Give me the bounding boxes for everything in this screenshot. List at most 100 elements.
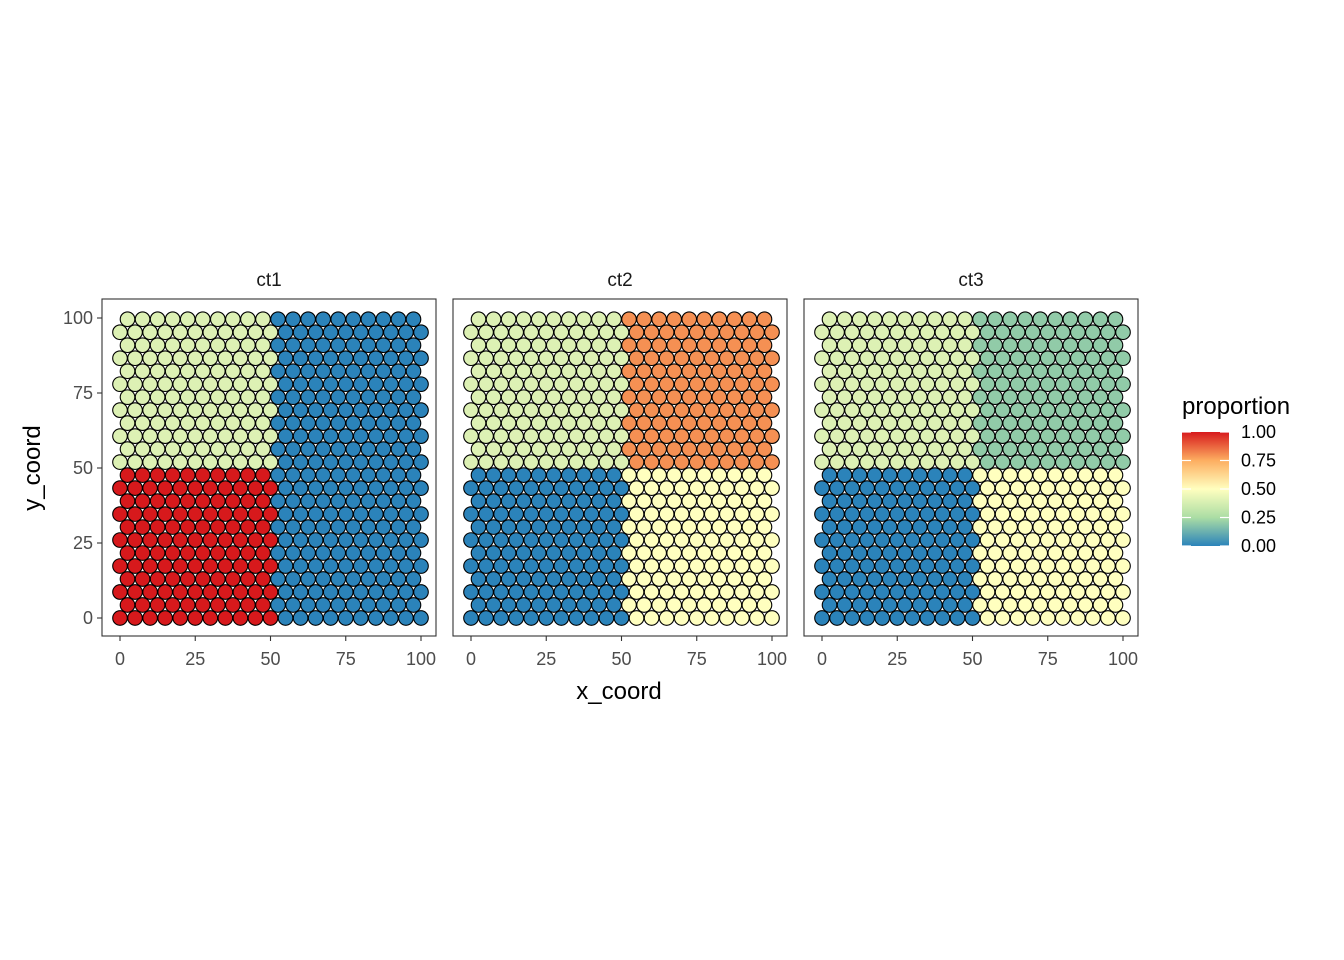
spot xyxy=(904,532,921,548)
spot xyxy=(576,597,592,613)
spot xyxy=(493,506,509,522)
spot xyxy=(1047,389,1064,406)
spot xyxy=(225,571,241,587)
spot xyxy=(911,363,928,380)
spot xyxy=(232,480,249,496)
spot xyxy=(352,402,369,419)
spot xyxy=(530,571,547,587)
spot xyxy=(134,441,151,457)
spot xyxy=(405,441,422,457)
spot xyxy=(127,480,143,496)
spot xyxy=(606,441,622,457)
spot xyxy=(142,506,158,522)
spot xyxy=(127,454,143,470)
spot xyxy=(398,428,414,444)
spot xyxy=(859,350,876,367)
spot xyxy=(889,428,906,444)
spot xyxy=(360,519,377,535)
spot xyxy=(881,311,898,328)
spot xyxy=(896,545,913,561)
spot xyxy=(493,324,509,341)
spot xyxy=(1100,428,1116,444)
spot xyxy=(149,597,166,613)
spot xyxy=(515,389,532,406)
spot xyxy=(315,337,332,354)
spot xyxy=(1069,558,1086,574)
spot xyxy=(493,610,509,626)
spot xyxy=(225,519,241,535)
spot xyxy=(1062,311,1079,328)
spot xyxy=(934,584,951,600)
spot xyxy=(300,597,316,613)
spot xyxy=(568,376,585,393)
spot xyxy=(972,571,988,587)
spot xyxy=(851,311,868,328)
spot xyxy=(1032,389,1049,406)
spot xyxy=(360,415,377,432)
spot xyxy=(485,519,502,535)
spot xyxy=(285,363,301,380)
spot xyxy=(606,545,622,561)
spot xyxy=(530,337,547,354)
spot xyxy=(764,610,780,626)
spot xyxy=(112,428,128,444)
spot xyxy=(911,415,928,432)
spot xyxy=(949,480,966,496)
spot xyxy=(530,363,547,380)
spot xyxy=(591,337,607,354)
spot xyxy=(285,389,301,406)
spot xyxy=(405,337,422,354)
spot xyxy=(994,584,1011,600)
spot xyxy=(262,506,279,522)
spot xyxy=(643,558,660,574)
spot xyxy=(874,428,891,444)
spot xyxy=(821,571,838,587)
spot xyxy=(1115,558,1131,574)
spot xyxy=(726,545,743,561)
spot xyxy=(756,493,773,509)
spot xyxy=(1100,350,1116,367)
spot xyxy=(949,428,966,444)
spot xyxy=(307,480,324,496)
spot xyxy=(202,350,219,367)
spot xyxy=(142,584,158,600)
spot xyxy=(1107,441,1124,457)
spot xyxy=(202,480,219,496)
spot xyxy=(515,467,532,483)
spot xyxy=(172,610,189,626)
spot xyxy=(651,493,667,509)
spot xyxy=(149,363,166,380)
spot xyxy=(300,415,316,432)
spot xyxy=(957,493,973,509)
spot xyxy=(919,324,936,341)
legend-label: 0.75 xyxy=(1241,451,1276,471)
spot xyxy=(134,363,151,380)
spot xyxy=(523,506,540,522)
spot xyxy=(500,493,517,509)
spot xyxy=(681,597,698,613)
spot xyxy=(413,402,429,419)
spot xyxy=(911,597,928,613)
spot xyxy=(666,493,683,509)
spot xyxy=(994,324,1011,341)
spot xyxy=(157,558,173,574)
spot xyxy=(187,454,204,470)
spot xyxy=(957,467,973,483)
spot xyxy=(987,389,1003,406)
spot xyxy=(337,506,354,522)
spot xyxy=(383,350,399,367)
spot xyxy=(330,467,347,483)
spot xyxy=(696,415,713,432)
spot xyxy=(658,610,675,626)
spot xyxy=(352,480,369,496)
spot xyxy=(741,467,758,483)
spot xyxy=(523,480,540,496)
spot xyxy=(583,428,600,444)
spot xyxy=(741,519,758,535)
spot xyxy=(994,402,1011,419)
spot xyxy=(764,480,780,496)
spot xyxy=(225,337,241,354)
spot xyxy=(194,441,211,457)
spot xyxy=(756,363,773,380)
spot xyxy=(749,324,765,341)
